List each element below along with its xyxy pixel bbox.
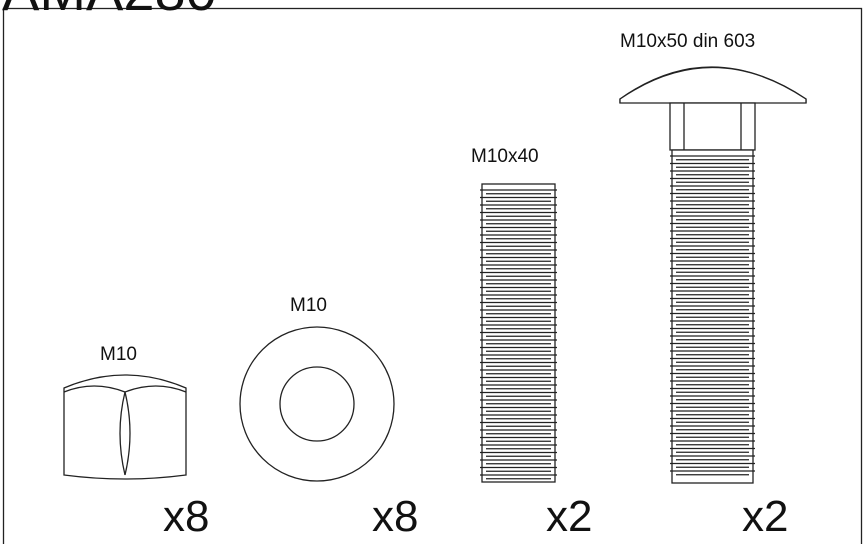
diagram-title: AMA280 — [2, 0, 217, 22]
part-threaded-stud: M10x40 x2 — [471, 146, 592, 541]
acorn-nut-icon — [63, 374, 187, 480]
part-qty: x2 — [546, 492, 592, 541]
part-washer: M10 x8 — [239, 295, 418, 541]
part-label: M10 — [290, 295, 327, 316]
part-label: M10 — [100, 344, 137, 365]
diagram-frame — [2, 7, 863, 544]
part-label: M10x50 din 603 — [620, 31, 755, 52]
part-qty: x8 — [163, 492, 209, 541]
threaded-stud-icon — [480, 183, 557, 483]
part-label: M10x40 — [471, 146, 539, 167]
part-carriage-bolt: M10x50 din 603 x2 — [619, 31, 807, 541]
part-acorn-nut: M10 x8 — [63, 344, 209, 541]
carriage-bolt-icon — [619, 66, 807, 484]
part-qty: x2 — [742, 492, 788, 541]
part-qty: x8 — [372, 492, 418, 541]
washer-icon — [239, 326, 395, 482]
